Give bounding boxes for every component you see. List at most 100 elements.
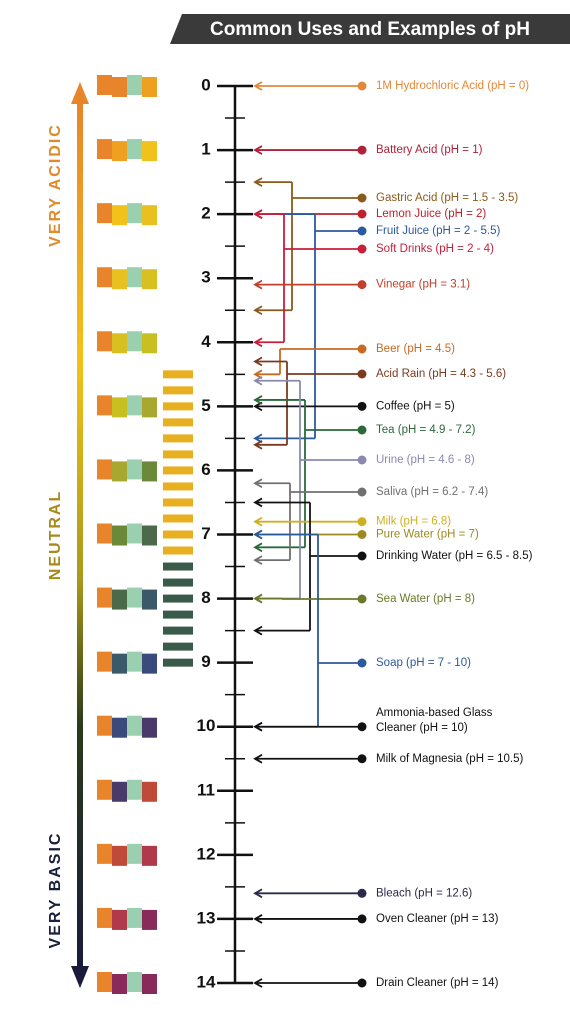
dot [357, 754, 367, 764]
color-swatch [112, 269, 127, 290]
arrow-head [253, 279, 263, 290]
arrow-head [253, 209, 263, 219]
color-swatch [112, 589, 127, 610]
color-swatch [127, 523, 142, 544]
color-swatch [127, 843, 142, 864]
color-swatch [142, 717, 157, 738]
dot [357, 530, 367, 539]
color-swatch [127, 972, 142, 992]
color-swatch [127, 203, 142, 224]
tick-label: 11 [197, 780, 215, 799]
color-swatch [97, 459, 112, 480]
item-label: Saliva (pH = 6.2 - 7.4) [376, 486, 488, 498]
color-swatch [97, 523, 112, 544]
color-swatch [127, 779, 142, 800]
dot [357, 81, 367, 91]
small-swatch [163, 562, 193, 571]
dot [357, 888, 367, 898]
color-swatch [142, 845, 157, 866]
color-swatch [127, 651, 142, 672]
dot [357, 551, 367, 561]
arrow-head [253, 177, 263, 187]
color-swatch [142, 974, 157, 994]
tick-label: 3 [201, 268, 210, 287]
color-swatch [97, 843, 112, 864]
arrow-head [253, 305, 263, 316]
dot [357, 209, 367, 219]
color-swatch [112, 974, 127, 994]
color-swatch [142, 205, 157, 226]
color-swatch [112, 77, 127, 97]
arrow-head [253, 401, 263, 412]
color-swatch [127, 715, 142, 736]
item-label: Lemon Juice (pH = 2) [376, 208, 486, 220]
color-swatch [97, 972, 112, 992]
tick-label: 5 [201, 396, 210, 415]
color-swatch [112, 525, 127, 546]
color-swatch [127, 331, 142, 352]
small-swatch [163, 514, 193, 523]
color-swatch [97, 779, 112, 800]
item-label: Battery Acid (pH = 1) [376, 144, 483, 156]
dot [357, 244, 367, 254]
color-swatch [142, 909, 157, 930]
side-label: VERY BASIC [47, 832, 64, 949]
arrow-head [253, 721, 263, 732]
tick-label: 2 [201, 204, 210, 223]
color-swatch [142, 77, 157, 97]
color-swatch [112, 781, 127, 802]
item-label: Gastric Acid (pH = 1.5 - 3.5) [376, 192, 518, 204]
item-label: Milk (pH = 6.8) [376, 516, 451, 528]
arrow-head [253, 145, 263, 155]
color-swatch [112, 653, 127, 674]
item-label: Soap (pH = 7 - 10) [376, 657, 471, 669]
item-label: Sea Water (pH = 8) [376, 593, 475, 605]
color-swatch [97, 139, 112, 160]
item-label: Bleach (pH = 12.6) [376, 887, 472, 899]
item-label: Milk of Magnesia (pH = 10.5) [376, 753, 523, 765]
color-swatch [97, 587, 112, 608]
tick-label: 9 [201, 652, 210, 671]
dot [357, 425, 367, 435]
arrow-head [253, 978, 263, 988]
tick-label: 12 [197, 844, 216, 863]
arrow-head [253, 497, 263, 508]
color-swatch [127, 75, 142, 95]
color-swatch [97, 907, 112, 928]
color-swatch [112, 909, 127, 930]
color-swatch [142, 461, 157, 482]
small-swatch [163, 434, 193, 443]
color-swatch [127, 907, 142, 928]
small-swatch [163, 418, 193, 427]
small-swatch [163, 626, 193, 635]
dot [357, 344, 367, 354]
color-swatch [127, 139, 142, 160]
dot [357, 193, 367, 203]
item-label: Beer (pH = 4.5) [376, 343, 455, 355]
color-swatch [142, 141, 157, 162]
tick-label: 1 [201, 140, 210, 159]
arrow-head [253, 375, 263, 386]
arrow-head [253, 888, 263, 899]
arrow-head [253, 356, 263, 367]
tick-label: 10 [197, 716, 216, 735]
dot [357, 280, 367, 290]
arrow-head [253, 369, 263, 380]
arrow-head [253, 433, 263, 444]
small-swatch [163, 658, 193, 667]
small-swatch [163, 610, 193, 619]
dot [357, 369, 367, 379]
color-swatch [97, 331, 112, 352]
color-swatch [97, 395, 112, 416]
dot [357, 517, 367, 527]
item-label: Cleaner (pH = 10) [376, 722, 468, 734]
tick-label: 8 [201, 588, 210, 607]
color-swatch [97, 651, 112, 672]
small-swatch [163, 402, 193, 411]
color-swatch [97, 715, 112, 736]
small-swatch [163, 466, 193, 475]
arrow-head [253, 593, 263, 604]
small-swatch [163, 482, 193, 491]
small-swatch [163, 578, 193, 587]
small-swatch [163, 546, 193, 555]
